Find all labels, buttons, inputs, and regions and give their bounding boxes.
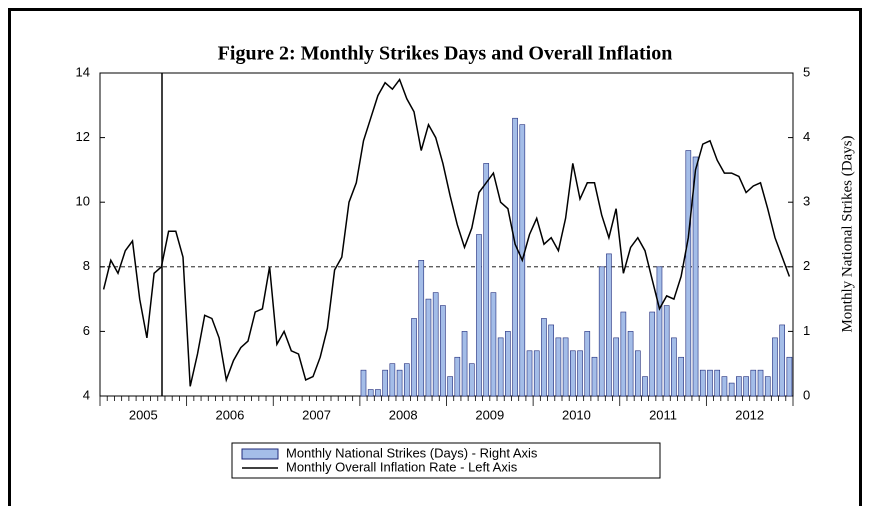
bar bbox=[505, 331, 511, 397]
bar bbox=[699, 369, 706, 397]
frame bbox=[8, 8, 862, 506]
bar bbox=[389, 363, 396, 397]
bar bbox=[497, 337, 504, 397]
y2-tick-label: 3 bbox=[803, 194, 810, 209]
bar bbox=[375, 389, 381, 397]
bar bbox=[671, 337, 677, 397]
bar bbox=[779, 324, 785, 397]
y2-tick-label: 5 bbox=[803, 64, 810, 79]
y2-tick-label: 2 bbox=[803, 258, 810, 273]
bar bbox=[454, 356, 461, 397]
bar bbox=[606, 253, 612, 397]
y-tick-label: 10 bbox=[76, 194, 90, 209]
bar bbox=[440, 305, 446, 397]
bar bbox=[526, 350, 533, 397]
y-tick-label: 12 bbox=[76, 129, 90, 144]
bar bbox=[707, 369, 713, 397]
legend-swatch bbox=[241, 448, 279, 460]
bar bbox=[649, 311, 656, 397]
bar bbox=[512, 117, 518, 397]
y2-axis-label: Monthly National Strikes (Days) bbox=[839, 135, 855, 332]
bar bbox=[411, 318, 417, 397]
bar bbox=[541, 318, 547, 397]
bar bbox=[548, 324, 554, 397]
bar bbox=[403, 363, 410, 397]
bar bbox=[764, 376, 771, 397]
bar bbox=[396, 369, 403, 397]
bar bbox=[721, 376, 728, 397]
bar bbox=[584, 331, 591, 397]
y-tick-label: 8 bbox=[83, 258, 90, 273]
bar bbox=[663, 305, 670, 397]
y2-tick-label: 0 bbox=[803, 387, 810, 402]
bar bbox=[656, 266, 663, 397]
y2-tick-label: 4 bbox=[803, 129, 810, 144]
x-tick-label: 2010 bbox=[562, 407, 591, 422]
bar bbox=[461, 331, 468, 397]
bar bbox=[685, 150, 692, 397]
bar bbox=[627, 331, 634, 397]
x-tick-label: 2011 bbox=[649, 407, 677, 422]
bar bbox=[728, 382, 735, 397]
y-tick-label: 6 bbox=[83, 323, 90, 338]
bar bbox=[736, 376, 742, 397]
y-tick-label: 4 bbox=[83, 387, 90, 402]
y-tick-label: 14 bbox=[76, 64, 90, 79]
x-tick-label: 2008 bbox=[389, 407, 418, 422]
bar bbox=[468, 363, 475, 397]
y2-tick-label: 1 bbox=[803, 323, 810, 338]
bar bbox=[555, 337, 562, 397]
legend-box bbox=[231, 442, 661, 479]
bar bbox=[490, 292, 497, 397]
x-tick-label: 2009 bbox=[475, 407, 504, 422]
bar bbox=[598, 266, 605, 397]
legend-label: Monthly National Strikes (Days) - Right … bbox=[286, 445, 538, 460]
bar bbox=[613, 337, 619, 397]
bar bbox=[432, 292, 439, 397]
bar bbox=[757, 369, 764, 397]
bar bbox=[360, 369, 367, 397]
bar bbox=[692, 156, 699, 397]
bar bbox=[620, 311, 627, 397]
bar bbox=[562, 337, 569, 397]
x-tick-label: 2005 bbox=[129, 407, 158, 422]
bar bbox=[772, 337, 778, 397]
x-tick-label: 2007 bbox=[302, 407, 331, 422]
bar bbox=[577, 350, 583, 397]
bar bbox=[714, 369, 721, 397]
bar bbox=[476, 234, 482, 397]
bar bbox=[418, 260, 425, 397]
x-tick-label: 2006 bbox=[215, 407, 244, 422]
bar bbox=[786, 356, 793, 397]
bar bbox=[533, 350, 540, 397]
chart-title: Figure 2: Monthly Strikes Days and Overa… bbox=[218, 43, 673, 65]
bar bbox=[634, 350, 641, 397]
bar bbox=[743, 376, 749, 397]
legend-label: Monthly Overall Inflation Rate - Left Ax… bbox=[286, 459, 518, 474]
bar bbox=[483, 163, 490, 397]
bar bbox=[425, 298, 432, 397]
bar bbox=[570, 350, 576, 397]
bar bbox=[447, 376, 453, 397]
bar bbox=[591, 356, 598, 397]
line bbox=[102, 77, 791, 387]
bar bbox=[367, 389, 374, 397]
x-tick-label: 2012 bbox=[735, 407, 764, 422]
bar bbox=[642, 376, 648, 397]
bar bbox=[382, 369, 388, 397]
bar bbox=[750, 369, 757, 397]
bar bbox=[678, 356, 684, 397]
